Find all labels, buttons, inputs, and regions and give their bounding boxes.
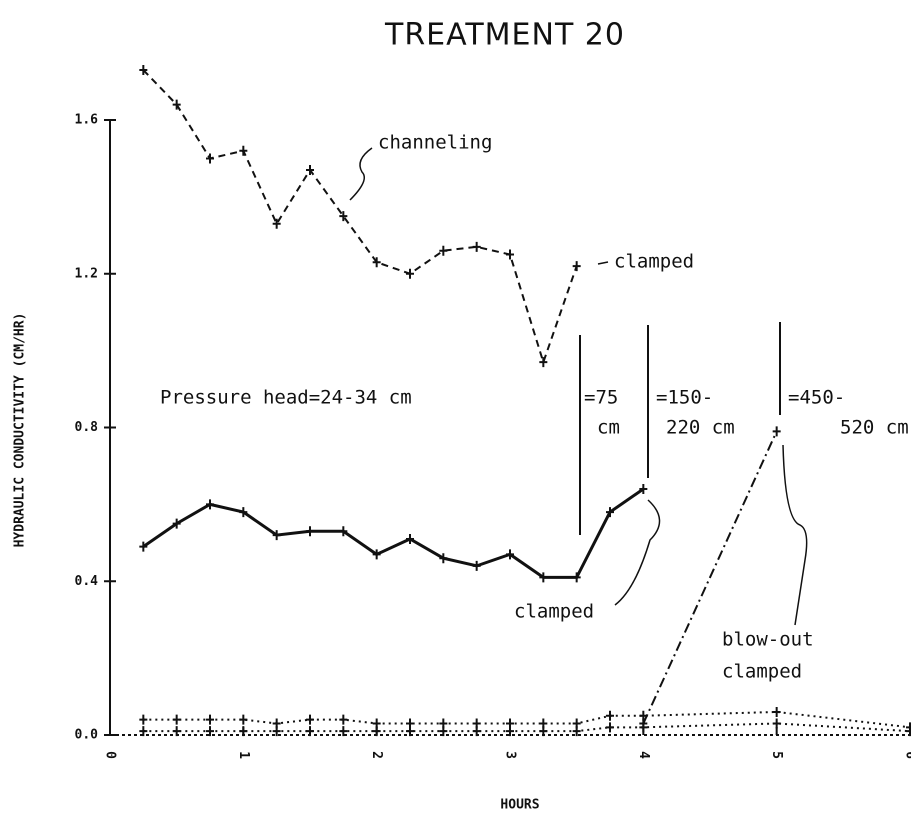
x-tick-label: 4: [636, 751, 651, 759]
point-marker: [439, 245, 448, 256]
point-marker: [439, 726, 448, 737]
annotation: blow-out: [722, 629, 814, 651]
point-marker: [539, 572, 548, 583]
annotation: clamped: [722, 661, 802, 683]
y-tick-label: 0.4: [75, 574, 99, 589]
point-marker: [572, 572, 581, 583]
annotation: clamped: [514, 601, 594, 623]
point-marker: [539, 726, 548, 737]
point-marker: [606, 722, 614, 733]
point-marker: [772, 718, 781, 729]
point-marker: [139, 65, 148, 76]
point-marker: [772, 426, 781, 437]
y-tick-label: 1.6: [75, 113, 99, 128]
point-marker: [339, 726, 348, 737]
point-marker: [306, 164, 314, 175]
annotation: cm: [597, 417, 620, 439]
point-marker: [172, 726, 181, 737]
x-tick-label: 6: [903, 751, 911, 759]
y-tick-label: 1.2: [75, 266, 98, 281]
point-marker: [272, 726, 281, 737]
point-marker: [139, 714, 148, 725]
pointer: [349, 147, 373, 201]
point-marker: [472, 560, 481, 571]
point-marker: [372, 549, 381, 560]
point-marker: [339, 526, 348, 537]
annotation: =75: [584, 387, 618, 409]
point-marker: [172, 714, 181, 725]
point-marker: [606, 710, 614, 721]
annotation: =450-: [788, 387, 845, 409]
point-marker: [339, 714, 348, 725]
y-axis-label: HYDRAULIC CONDUCTIVITY (CM/HR): [13, 313, 28, 548]
point-marker: [372, 257, 381, 268]
x-tick-label: 2: [369, 751, 384, 759]
point-marker: [239, 507, 248, 518]
point-marker: [306, 726, 314, 737]
point-marker: [239, 714, 248, 725]
point-marker: [272, 530, 281, 541]
x-tick-label: 5: [769, 751, 784, 759]
point-marker: [506, 249, 514, 260]
point-marker: [172, 518, 181, 529]
point-marker: [406, 268, 414, 279]
point-marker: [206, 153, 214, 164]
point-marker: [206, 499, 214, 510]
point-marker: [606, 507, 614, 518]
point-marker: [639, 722, 648, 733]
point-marker: [472, 726, 481, 737]
y-tick-label: 0.0: [75, 728, 99, 743]
point-marker: [272, 218, 281, 229]
annotation: =150-: [656, 387, 713, 409]
annotation: channeling: [378, 132, 492, 154]
pointer: [614, 499, 661, 606]
point-marker: [172, 99, 181, 110]
series-line: [143, 710, 911, 729]
point-marker: [139, 541, 148, 552]
annotation: 520 cm: [840, 417, 909, 439]
x-tick-label: 3: [503, 751, 518, 759]
point-marker: [639, 484, 648, 494]
pointer: [597, 261, 609, 265]
point-marker: [572, 726, 581, 737]
point-marker: [372, 726, 381, 737]
chart-title: TREATMENT 20: [384, 18, 625, 53]
point-marker: [439, 553, 448, 564]
point-marker: [639, 710, 648, 721]
point-marker: [472, 241, 481, 252]
point-marker: [239, 726, 248, 737]
point-marker: [406, 533, 414, 544]
point-marker: [506, 726, 514, 737]
y-tick-label: 0.8: [75, 420, 99, 435]
x-tick-label: 1: [236, 751, 251, 759]
point-marker: [506, 549, 514, 560]
x-tick-label: 0: [103, 751, 118, 759]
point-marker: [206, 726, 214, 737]
point-marker: [906, 726, 911, 737]
series-line: [142, 487, 645, 579]
point-marker: [139, 726, 148, 737]
point-marker: [239, 145, 248, 156]
pointer: [782, 444, 808, 626]
series-line: [143, 722, 911, 733]
point-marker: [539, 357, 548, 368]
annotation: 220 cm: [666, 417, 735, 439]
point-marker: [339, 211, 348, 222]
x-axis-label: HOURS: [500, 798, 539, 813]
series-line: [642, 430, 778, 724]
series-line: [142, 69, 578, 366]
point-marker: [406, 726, 414, 737]
annotation: clamped: [614, 251, 694, 273]
point-marker: [306, 526, 314, 537]
point-marker: [306, 714, 314, 725]
annotation: Pressure head=24-34 cm: [160, 387, 412, 409]
point-marker: [572, 261, 581, 272]
point-marker: [772, 706, 781, 717]
point-marker: [206, 714, 214, 725]
